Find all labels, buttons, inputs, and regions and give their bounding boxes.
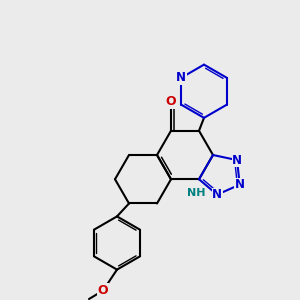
Text: O: O [98, 284, 108, 297]
Text: N: N [176, 71, 186, 84]
Text: N: N [212, 188, 222, 201]
Text: O: O [166, 95, 176, 109]
Text: NH: NH [187, 188, 205, 198]
Text: N: N [232, 154, 242, 166]
Text: N: N [235, 178, 245, 191]
